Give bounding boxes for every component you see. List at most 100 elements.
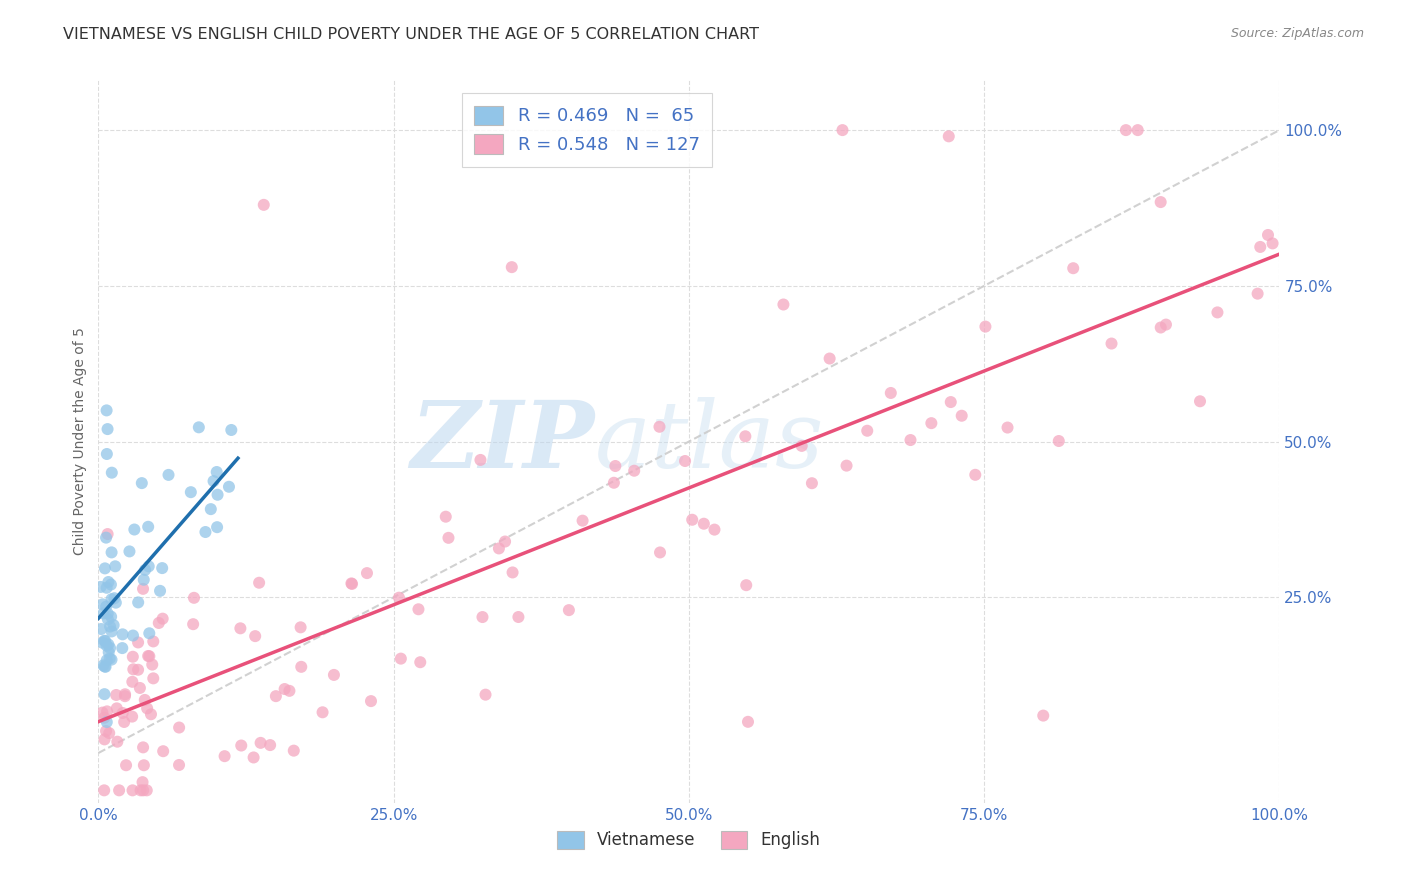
Point: [118, 544, 141, 558]
Point: [96, 422, 118, 436]
Point: [939, 395, 962, 409]
Point: [93, 607, 115, 621]
Point: [202, 474, 225, 488]
Point: [100, 609, 122, 624]
Point: [97, 607, 120, 621]
Point: [103, 618, 125, 632]
Point: [127, 663, 149, 677]
Point: [408, 602, 430, 616]
Point: [737, 714, 759, 729]
Point: [273, 681, 295, 696]
Point: [1249, 240, 1271, 254]
Point: [1257, 227, 1279, 242]
Point: [1032, 708, 1054, 723]
Point: [96, 403, 118, 417]
Point: [735, 578, 758, 592]
Point: [121, 709, 143, 723]
Point: [97, 612, 120, 626]
Point: [96, 581, 118, 595]
Point: [389, 651, 412, 665]
Point: [98, 619, 121, 633]
Point: [105, 688, 128, 702]
Point: [134, 693, 156, 707]
Point: [1150, 195, 1173, 210]
Point: [94, 659, 117, 673]
Point: [132, 582, 155, 596]
Point: [100, 577, 122, 591]
Point: [105, 701, 128, 715]
Point: [134, 563, 156, 577]
Point: [131, 775, 153, 789]
Point: [623, 464, 645, 478]
Point: [1150, 320, 1173, 334]
Point: [129, 681, 152, 695]
Point: [136, 648, 159, 663]
Point: [100, 545, 122, 559]
Point: [835, 458, 858, 473]
Point: [136, 520, 159, 534]
Point: [97, 574, 120, 589]
Point: [965, 467, 987, 482]
Point: [409, 655, 432, 669]
Point: [249, 736, 271, 750]
Point: [103, 591, 125, 606]
Point: [1126, 123, 1149, 137]
Point: [388, 591, 411, 605]
Point: [138, 649, 160, 664]
Point: [98, 640, 121, 655]
Point: [181, 617, 204, 632]
Point: [97, 645, 120, 659]
Point: [818, 351, 841, 366]
Point: [97, 638, 120, 652]
Point: [90, 622, 112, 636]
Point: [880, 386, 903, 401]
Point: [187, 420, 209, 434]
Point: [132, 573, 155, 587]
Point: [648, 419, 671, 434]
Point: [471, 610, 494, 624]
Point: [900, 433, 922, 447]
Point: [124, 523, 146, 537]
Point: [340, 576, 363, 591]
Point: [558, 603, 581, 617]
Text: VIETNAMESE VS ENGLISH CHILD POVERTY UNDER THE AGE OF 5 CORRELATION CHART: VIETNAMESE VS ENGLISH CHILD POVERTY UNDE…: [63, 27, 759, 42]
Point: [673, 454, 696, 468]
Point: [121, 649, 143, 664]
Point: [152, 612, 174, 626]
Point: [950, 409, 973, 423]
Point: [245, 629, 267, 643]
Point: [194, 524, 217, 539]
Point: [105, 734, 128, 748]
Point: [831, 123, 853, 137]
Point: [93, 687, 115, 701]
Point: [571, 514, 593, 528]
Point: [290, 660, 312, 674]
Point: [167, 721, 190, 735]
Point: [114, 689, 136, 703]
Point: [101, 466, 124, 480]
Point: [1261, 236, 1284, 251]
Point: [129, 783, 152, 797]
Point: [122, 662, 145, 676]
Point: [501, 260, 523, 274]
Legend: Vietnamese, English: Vietnamese, English: [551, 824, 827, 856]
Point: [1154, 318, 1177, 332]
Point: [603, 475, 626, 490]
Point: [1047, 434, 1070, 448]
Point: [93, 783, 115, 797]
Point: [121, 783, 143, 797]
Point: [94, 659, 117, 673]
Point: [323, 668, 346, 682]
Point: [104, 596, 127, 610]
Point: [856, 424, 879, 438]
Point: [200, 502, 222, 516]
Point: [205, 520, 228, 534]
Point: [183, 591, 205, 605]
Point: [474, 688, 496, 702]
Point: [800, 476, 823, 491]
Point: [132, 783, 155, 797]
Point: [681, 513, 703, 527]
Point: [96, 447, 118, 461]
Point: [136, 701, 159, 715]
Point: [494, 534, 516, 549]
